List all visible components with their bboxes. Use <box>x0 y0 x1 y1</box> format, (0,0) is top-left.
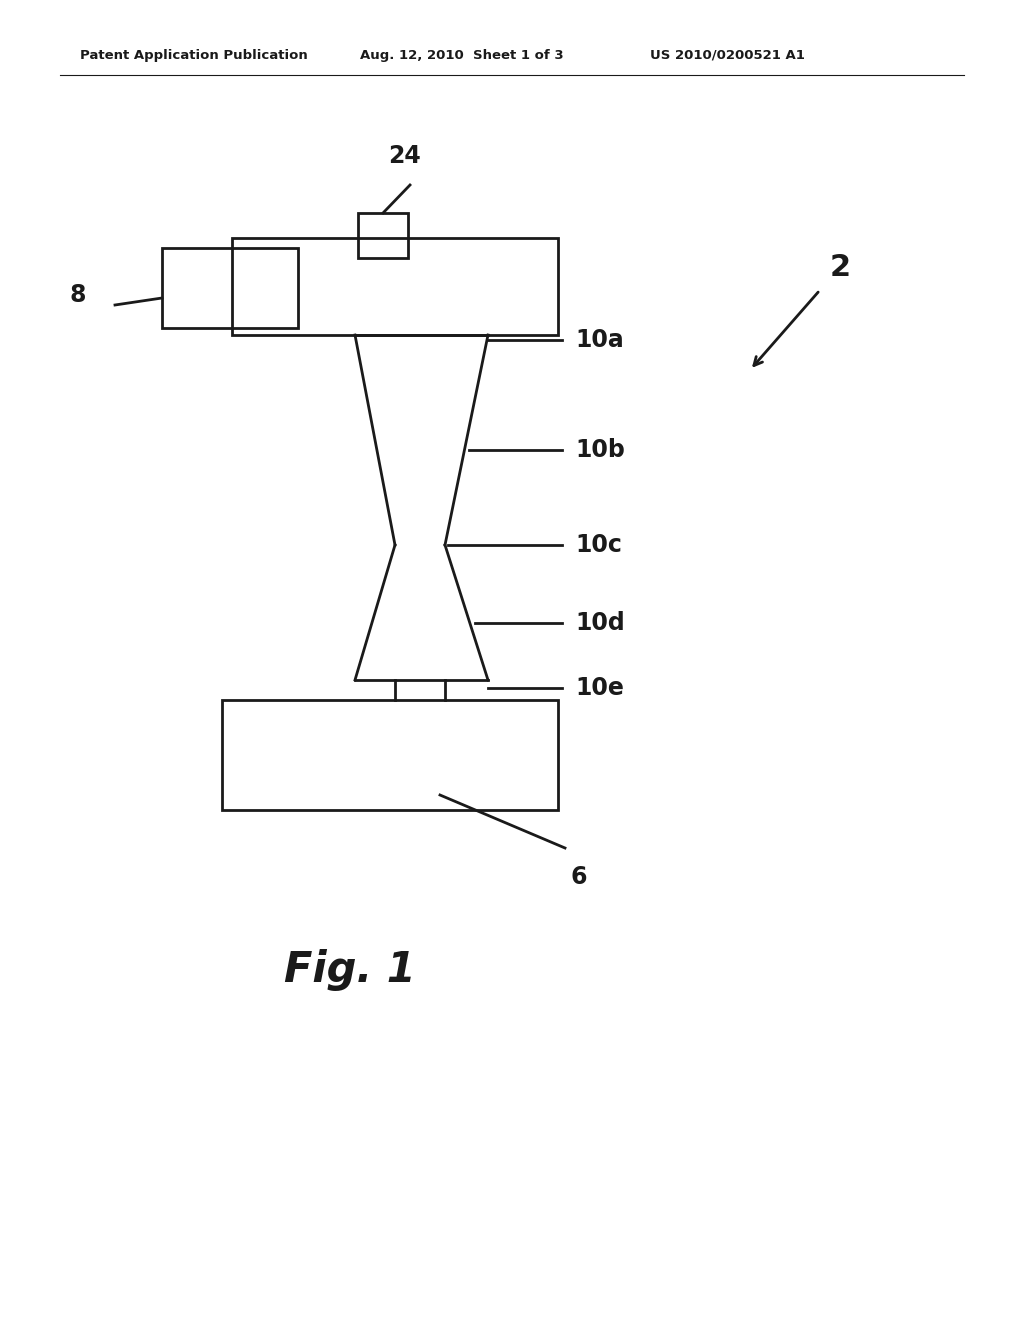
Bar <box>222 700 558 810</box>
Bar <box>162 248 298 327</box>
Bar <box>358 213 408 257</box>
Text: 10b: 10b <box>575 438 625 462</box>
Text: 24: 24 <box>389 144 421 168</box>
Text: 10d: 10d <box>575 610 625 635</box>
Text: 10a: 10a <box>575 327 624 352</box>
Text: 6: 6 <box>570 865 587 888</box>
Text: Aug. 12, 2010  Sheet 1 of 3: Aug. 12, 2010 Sheet 1 of 3 <box>360 49 563 62</box>
Text: 10c: 10c <box>575 533 622 557</box>
Text: 8: 8 <box>70 282 86 308</box>
Bar <box>232 238 558 335</box>
Text: Fig. 1: Fig. 1 <box>284 949 416 991</box>
Text: 10e: 10e <box>575 676 624 700</box>
Text: Patent Application Publication: Patent Application Publication <box>80 49 308 62</box>
Text: 2: 2 <box>829 253 851 282</box>
Text: US 2010/0200521 A1: US 2010/0200521 A1 <box>650 49 805 62</box>
